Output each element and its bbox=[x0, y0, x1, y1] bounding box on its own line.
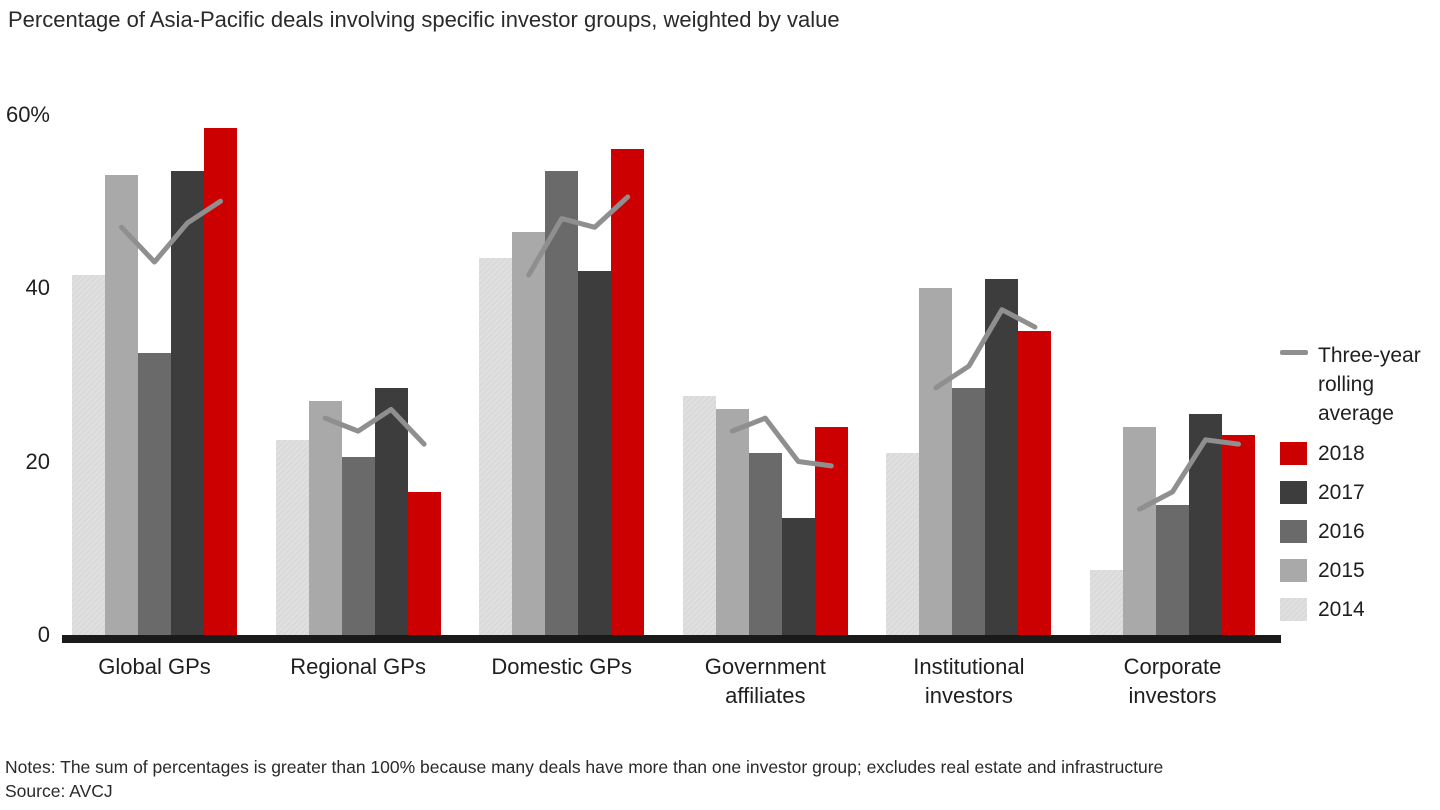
category-label-domestic-gps: Domestic GPs bbox=[491, 654, 632, 679]
legend: Three-year rolling average 2018 2017 2016 2… bbox=[1280, 341, 1440, 637]
bar-global-gps-2016 bbox=[138, 353, 171, 635]
legend-label-2018: 2018 bbox=[1318, 442, 1365, 465]
bar-government-affiliates-2017 bbox=[781, 517, 815, 635]
legend-label-2014: 2014 bbox=[1318, 598, 1365, 621]
bar-government-affiliates-2016 bbox=[748, 452, 782, 635]
legend-swatch-2017-icon bbox=[1280, 481, 1307, 504]
y-tick-label-0: 0 bbox=[37, 622, 50, 647]
rolling-average-line-swatch-icon bbox=[1280, 350, 1308, 355]
bar-corporate-investors-2018 bbox=[1222, 435, 1255, 635]
bar-global-gps-2014 bbox=[72, 274, 105, 635]
legend-item-2015: 2015 bbox=[1280, 559, 1440, 583]
bar-global-gps-2017 bbox=[171, 170, 204, 635]
bar-corporate-investors-2014 bbox=[1090, 569, 1123, 635]
legend-swatch-2018-icon bbox=[1280, 442, 1307, 465]
legend-item-2014: 2014 bbox=[1280, 598, 1440, 622]
chart-source: Source: AVCJ bbox=[5, 781, 113, 801]
legend-swatch-2016-icon bbox=[1280, 520, 1307, 543]
legend-year-items: 2018 2017 2016 2015 2014 bbox=[1280, 442, 1440, 622]
bar-corporate-investors-2015 bbox=[1123, 426, 1156, 635]
bar-corporate-investors-2017 bbox=[1189, 413, 1222, 635]
bar-institutional-investors-2018 bbox=[1018, 331, 1052, 635]
legend-item-2017: 2017 bbox=[1280, 481, 1440, 505]
bar-domestic-gps-2018 bbox=[611, 149, 645, 635]
legend-swatch-2015-icon bbox=[1280, 559, 1307, 582]
y-tick-label-60: 60% bbox=[5, 101, 50, 127]
bar-regional-gps-2018 bbox=[407, 491, 441, 635]
bar-regional-gps-2015 bbox=[308, 400, 342, 635]
chart-notes: Notes: The sum of percentages is greater… bbox=[5, 757, 1164, 777]
x-axis-line bbox=[62, 635, 1281, 643]
bar-global-gps-2015 bbox=[105, 175, 138, 635]
legend-item-2016: 2016 bbox=[1280, 520, 1440, 544]
bar-global-gps-2018 bbox=[204, 127, 237, 635]
bar-institutional-investors-2015 bbox=[919, 288, 953, 635]
bar-regional-gps-2014 bbox=[275, 439, 309, 635]
category-label-institutional-investors: Institutional investors bbox=[913, 654, 1025, 708]
legend-rolling-average-item: Three-year rolling average bbox=[1280, 341, 1440, 428]
category-label-corporate-investors: Corporate investors bbox=[1123, 654, 1222, 708]
legend-label-2015: 2015 bbox=[1318, 559, 1365, 582]
bar-regional-gps-2016 bbox=[341, 457, 375, 635]
bar-institutional-investors-2017 bbox=[985, 279, 1019, 635]
legend-label-2017: 2017 bbox=[1318, 481, 1365, 504]
legend-item-2018: 2018 bbox=[1280, 442, 1440, 466]
legend-label-2016: 2016 bbox=[1318, 520, 1365, 543]
y-tick-label-40: 40 bbox=[25, 275, 50, 300]
y-tick-label-20: 20 bbox=[25, 448, 50, 474]
bar-government-affiliates-2015 bbox=[715, 409, 749, 635]
bar-government-affiliates-2014 bbox=[682, 396, 716, 635]
bar-institutional-investors-2016 bbox=[952, 387, 986, 635]
category-label-regional-gps: Regional GPs bbox=[290, 654, 426, 679]
bar-domestic-gps-2017 bbox=[578, 270, 612, 635]
category-label-government-affiliates: Government affiliates bbox=[704, 654, 826, 708]
bar-institutional-investors-2014 bbox=[886, 452, 920, 635]
bar-domestic-gps-2014 bbox=[479, 257, 513, 635]
bar-domestic-gps-2015 bbox=[512, 231, 546, 635]
chart-title: Percentage of Asia-Pacific deals involvi… bbox=[8, 7, 840, 32]
legend-rolling-average-label: Three-year rolling average bbox=[1318, 344, 1421, 425]
legend-swatch-2014-icon bbox=[1280, 598, 1307, 621]
category-label-global-gps: Global GPs bbox=[98, 654, 211, 679]
bar-corporate-investors-2016 bbox=[1156, 504, 1189, 635]
bar-regional-gps-2017 bbox=[374, 387, 408, 635]
bar-domestic-gps-2016 bbox=[545, 170, 579, 635]
bar-government-affiliates-2018 bbox=[814, 426, 848, 635]
